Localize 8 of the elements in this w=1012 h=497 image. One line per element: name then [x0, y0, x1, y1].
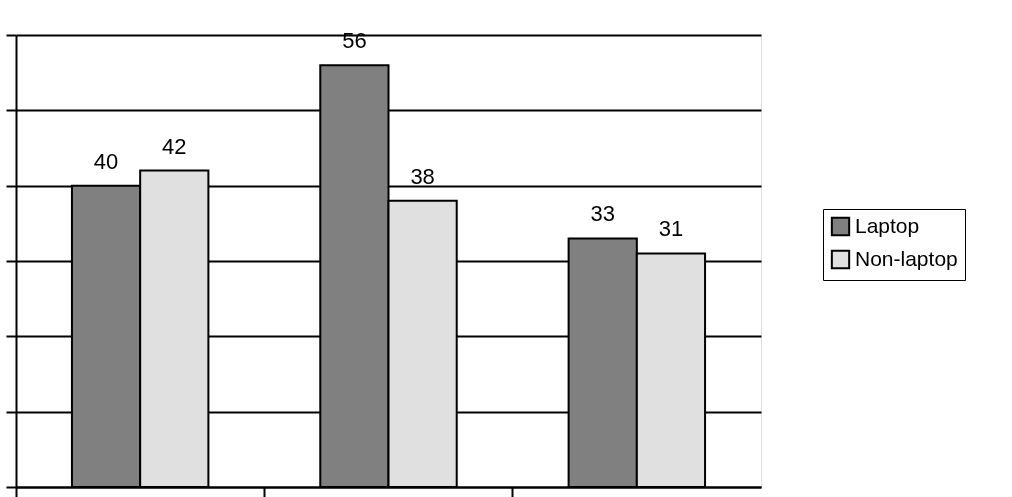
- data-label: 42: [162, 133, 187, 159]
- data-label: 38: [410, 163, 435, 189]
- data-label: 56: [342, 28, 367, 54]
- data-label: 40: [93, 148, 119, 174]
- legend-label: Non-laptop: [855, 246, 958, 270]
- legend-label: Laptop: [855, 213, 920, 237]
- data-label: 33: [590, 201, 615, 227]
- data-label: 31: [658, 216, 684, 242]
